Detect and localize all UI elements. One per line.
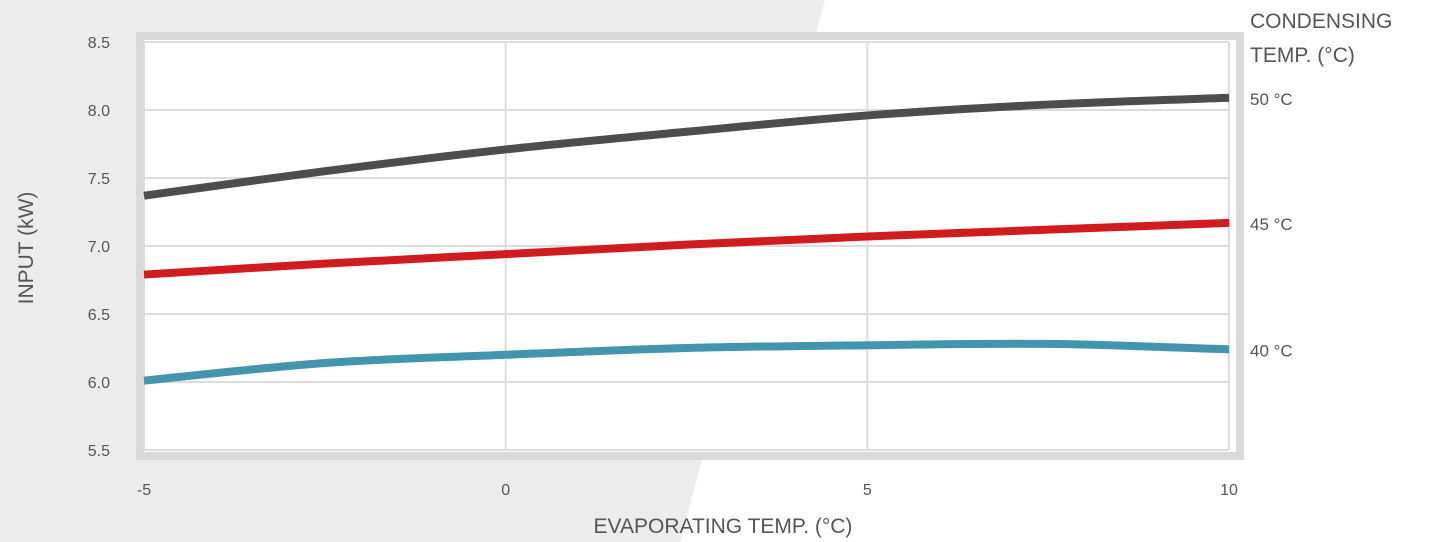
series-label-2: 40 °C xyxy=(1250,341,1293,360)
y-tick-label: 8.0 xyxy=(88,103,110,120)
series-line-2 xyxy=(143,339,1230,385)
series-label-1: 45 °C xyxy=(1250,215,1293,234)
y-tick-label: 8.5 xyxy=(88,35,110,52)
y-tick-label: 7.0 xyxy=(88,239,110,256)
series-line-1 xyxy=(143,218,1230,279)
x-tick-labels: -5 0 5 10 xyxy=(137,482,1238,499)
x-tick-label: -5 xyxy=(137,482,151,499)
legend-title-line-2: TEMP. (°C) xyxy=(1250,44,1355,67)
y-tick-label: 6.5 xyxy=(88,307,110,324)
x-tick-label: 5 xyxy=(863,482,872,499)
y-axis-title: INPUT (kW) xyxy=(15,192,38,305)
grid xyxy=(143,41,1230,451)
series-labels: 50 °C 45 °C 40 °C xyxy=(1250,90,1293,361)
series-line-0 xyxy=(143,93,1230,200)
legend-title-line-1: CONDENSING xyxy=(1250,10,1392,33)
x-tick-label: 10 xyxy=(1220,482,1238,499)
series-lines xyxy=(143,93,1230,385)
y-tick-label: 5.5 xyxy=(88,443,110,460)
y-tick-label: 6.0 xyxy=(88,375,110,392)
x-axis-title: EVAPORATING TEMP. (°C) xyxy=(594,515,853,538)
y-tick-labels: 5.5 6.0 6.5 7.0 7.5 8.0 8.5 xyxy=(88,35,110,460)
x-tick-label: 0 xyxy=(501,482,510,499)
series-label-0: 50 °C xyxy=(1250,90,1293,109)
y-tick-label: 7.5 xyxy=(88,171,110,188)
